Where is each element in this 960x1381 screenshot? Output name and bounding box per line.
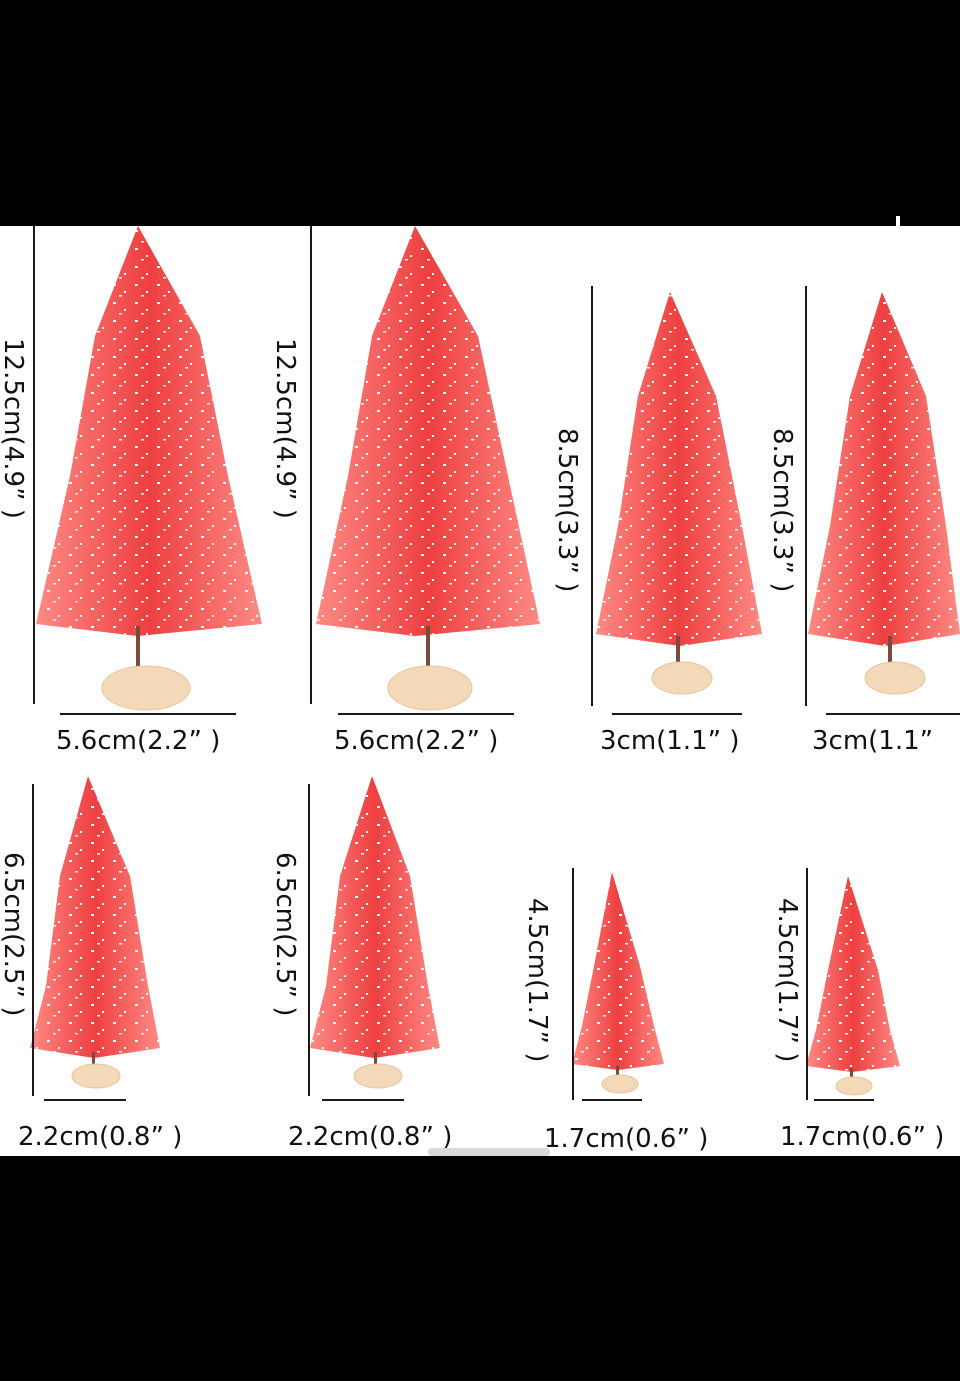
tree-6-base — [353, 1063, 403, 1089]
product-photo: 12.5cm(4.9” ) 12.5cm(4.9” ) 8.5cm(3.3” )… — [0, 226, 960, 1156]
trees-illustration — [30, 226, 960, 1096]
width-line-1 — [60, 713, 236, 715]
tree-8-base — [835, 1076, 873, 1096]
tree-5 — [30, 776, 160, 1089]
height-label-6: 6.5cm(2.5” ) — [270, 852, 300, 1017]
height-label-3: 8.5cm(3.3” ) — [552, 428, 582, 593]
width-label-7: 1.7cm(0.6” ) — [544, 1124, 709, 1154]
height-line-5 — [32, 784, 34, 1096]
drag-handle[interactable] — [428, 1148, 550, 1156]
tree-5-base — [71, 1063, 121, 1089]
height-line-1 — [33, 226, 35, 704]
bottom-black-bar — [0, 1156, 960, 1381]
height-label-1: 12.5cm(4.9” ) — [0, 338, 28, 519]
height-line-7 — [572, 868, 574, 1100]
height-line-8 — [806, 868, 808, 1100]
tree-2 — [316, 226, 540, 711]
top-black-bar — [0, 0, 960, 226]
height-label-4: 8.5cm(3.3” ) — [767, 428, 797, 593]
tree-2-base — [387, 665, 473, 711]
tree-8 — [806, 876, 900, 1096]
tree-3 — [596, 292, 762, 695]
width-label-6: 2.2cm(0.8” ) — [288, 1122, 453, 1152]
top-edge-mark — [896, 216, 900, 234]
height-label-5: 6.5cm(2.5” ) — [0, 852, 28, 1017]
tree-7-base — [601, 1074, 639, 1094]
width-line-6 — [322, 1099, 404, 1101]
width-label-4: 3cm(1.1” — [812, 726, 934, 756]
height-line-2 — [310, 226, 312, 704]
tree-4 — [808, 292, 960, 695]
width-line-4 — [826, 713, 960, 715]
tree-7 — [572, 872, 664, 1094]
width-label-3: 3cm(1.1” ) — [600, 726, 740, 756]
height-line-4 — [805, 286, 807, 706]
width-label-2: 5.6cm(2.2” ) — [334, 726, 499, 756]
tree-6 — [310, 776, 440, 1089]
height-label-2: 12.5cm(4.9” ) — [270, 338, 300, 519]
height-line-3 — [591, 286, 593, 706]
width-label-1: 5.6cm(2.2” ) — [56, 726, 221, 756]
width-line-2 — [338, 713, 514, 715]
tree-1 — [36, 226, 262, 711]
tree-4-base — [864, 661, 926, 695]
height-line-6 — [308, 784, 310, 1096]
height-label-7: 4.5cm(1.7” ) — [522, 898, 552, 1063]
tree-3-base — [651, 661, 713, 695]
width-line-7 — [582, 1099, 642, 1101]
height-label-8: 4.5cm(1.7” ) — [772, 898, 802, 1063]
width-line-8 — [814, 1099, 874, 1101]
width-line-5 — [44, 1099, 126, 1101]
tree-1-base — [101, 665, 191, 711]
width-line-3 — [612, 713, 742, 715]
width-label-8: 1.7cm(0.6” ) — [780, 1122, 945, 1152]
width-label-5: 2.2cm(0.8” ) — [18, 1122, 183, 1152]
